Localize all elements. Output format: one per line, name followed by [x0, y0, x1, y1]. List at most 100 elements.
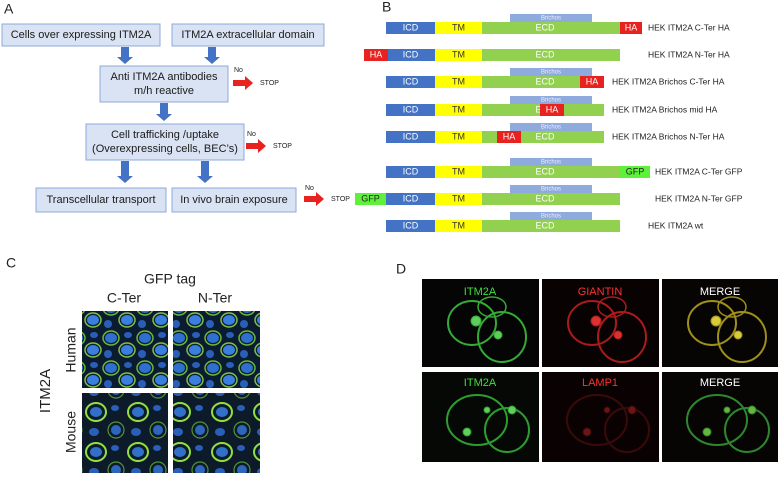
domain	[386, 131, 435, 143]
domain-label: TM	[452, 104, 465, 114]
brichos-label: Brichos	[541, 125, 561, 131]
tag-label: HA	[503, 131, 516, 141]
flow-box-text: Cell trafficking /uptake	[111, 129, 219, 141]
domain	[435, 166, 482, 178]
tag-label: HA	[546, 104, 559, 114]
no-label: No	[305, 185, 314, 192]
tag-label: GFP	[626, 166, 645, 176]
channel-label: ITM2A	[464, 377, 497, 389]
domain-label: TM	[452, 76, 465, 86]
flow-box-text: ITM2A extracellular domain	[181, 29, 314, 41]
construct-name: HEK ITM2A Brichos C-Ter HA	[612, 76, 725, 86]
tag-label: HA	[586, 76, 599, 86]
brichos-label: Brichos	[541, 16, 561, 22]
domain-label: TM	[452, 22, 465, 32]
stop-label: STOP	[273, 143, 292, 150]
domain-label: ICD	[403, 193, 419, 203]
domain	[435, 131, 482, 143]
no-label: No	[234, 67, 243, 74]
domain	[482, 22, 620, 34]
micrograph	[662, 372, 778, 462]
brichos-label: Brichos	[541, 160, 561, 166]
micrograph	[173, 393, 260, 473]
flow-box	[35, 187, 167, 213]
domain-label: ICD	[403, 76, 419, 86]
stop-label: STOP	[331, 196, 350, 203]
brichos-region	[510, 123, 592, 131]
flow-box	[99, 65, 229, 103]
channel-label: MERGE	[700, 377, 740, 389]
panel-title: GFP tag	[144, 271, 196, 287]
stop-arrow	[246, 139, 266, 153]
flow-box-text: Anti ITM2A antibodies	[110, 71, 218, 83]
micrograph	[82, 393, 168, 473]
domain	[482, 193, 620, 205]
brichos-region	[510, 96, 592, 104]
flowchart: Cells over expressing ITM2A ITM2A extrace…	[1, 23, 350, 213]
stop-arrow	[233, 76, 253, 90]
channel-label: ITM2A	[464, 286, 497, 298]
channel-label: LAMP1	[582, 377, 618, 389]
flow-box-text: m/h reactive	[134, 85, 194, 97]
domain	[386, 49, 435, 61]
brichos-label: Brichos	[541, 187, 561, 193]
domain	[386, 22, 435, 34]
panel-label: B	[382, 0, 391, 15]
brichos-label: Brichos	[541, 70, 561, 76]
channel-label: GIANTIN	[578, 286, 623, 298]
construct-name: HEK ITM2A Brichos N-Ter HA	[612, 131, 725, 141]
tag	[620, 22, 642, 34]
flow-box-text: In vivo brain exposure	[180, 194, 288, 206]
flow-arrow	[156, 103, 172, 121]
domain-label: ECD	[535, 166, 555, 176]
flow-box	[171, 187, 297, 213]
domain-label: ECD	[535, 220, 555, 230]
stop-arrow	[304, 192, 324, 206]
domain	[386, 104, 435, 116]
brichos-label: Brichos	[541, 214, 561, 220]
domain-label: ECD	[535, 22, 555, 32]
domain	[435, 76, 482, 88]
construct-diagram: Brichos ICD TM ECD HA HEK ITM2A C-Ter HA ICD TM…	[355, 14, 743, 232]
row-label: Mouse	[63, 411, 79, 453]
domain	[435, 49, 482, 61]
tag-label: HA	[370, 49, 383, 59]
domain	[482, 76, 604, 88]
flow-box	[171, 23, 325, 47]
construct-name: HEK ITM2A wt	[648, 220, 704, 230]
domain-label: ECD	[535, 49, 555, 59]
brichos-region	[510, 68, 592, 76]
brichos-label: Brichos	[541, 98, 561, 104]
micrograph-grid	[422, 279, 778, 462]
domain	[435, 104, 482, 116]
tag-label: GFP	[361, 193, 380, 203]
construct-name: HEK ITM2A C-Ter GFP	[655, 166, 743, 176]
no-label: No	[247, 131, 256, 138]
channel-label: MERGE	[700, 286, 740, 298]
domain	[386, 166, 435, 178]
flow-box	[85, 123, 245, 161]
domain-label: TM	[452, 131, 465, 141]
domain-label: ICD	[403, 22, 419, 32]
construct-name: HEK ITM2A N-Ter GFP	[655, 193, 743, 203]
domain-label: TM	[452, 193, 465, 203]
row-label: Human	[63, 327, 79, 372]
brichos-region	[510, 185, 592, 193]
construct-name: HEK ITM2A C-Ter HA	[648, 22, 730, 32]
domain-label: TM	[452, 49, 465, 59]
stop-label: STOP	[260, 80, 279, 87]
panel-label: C	[6, 255, 16, 271]
construct-name: HEK ITM2A N-Ter HA	[648, 49, 730, 59]
tag	[580, 76, 604, 88]
tag	[620, 166, 650, 178]
flow-box	[1, 23, 161, 47]
domain	[435, 193, 482, 205]
domain-label: TM	[452, 166, 465, 176]
domain-label: ICD	[403, 49, 419, 59]
tag	[364, 49, 388, 61]
domain-label: ECD	[535, 131, 555, 141]
flow-arrow	[204, 47, 220, 64]
brichos-region	[510, 212, 592, 220]
column-label: N-Ter	[198, 290, 233, 306]
